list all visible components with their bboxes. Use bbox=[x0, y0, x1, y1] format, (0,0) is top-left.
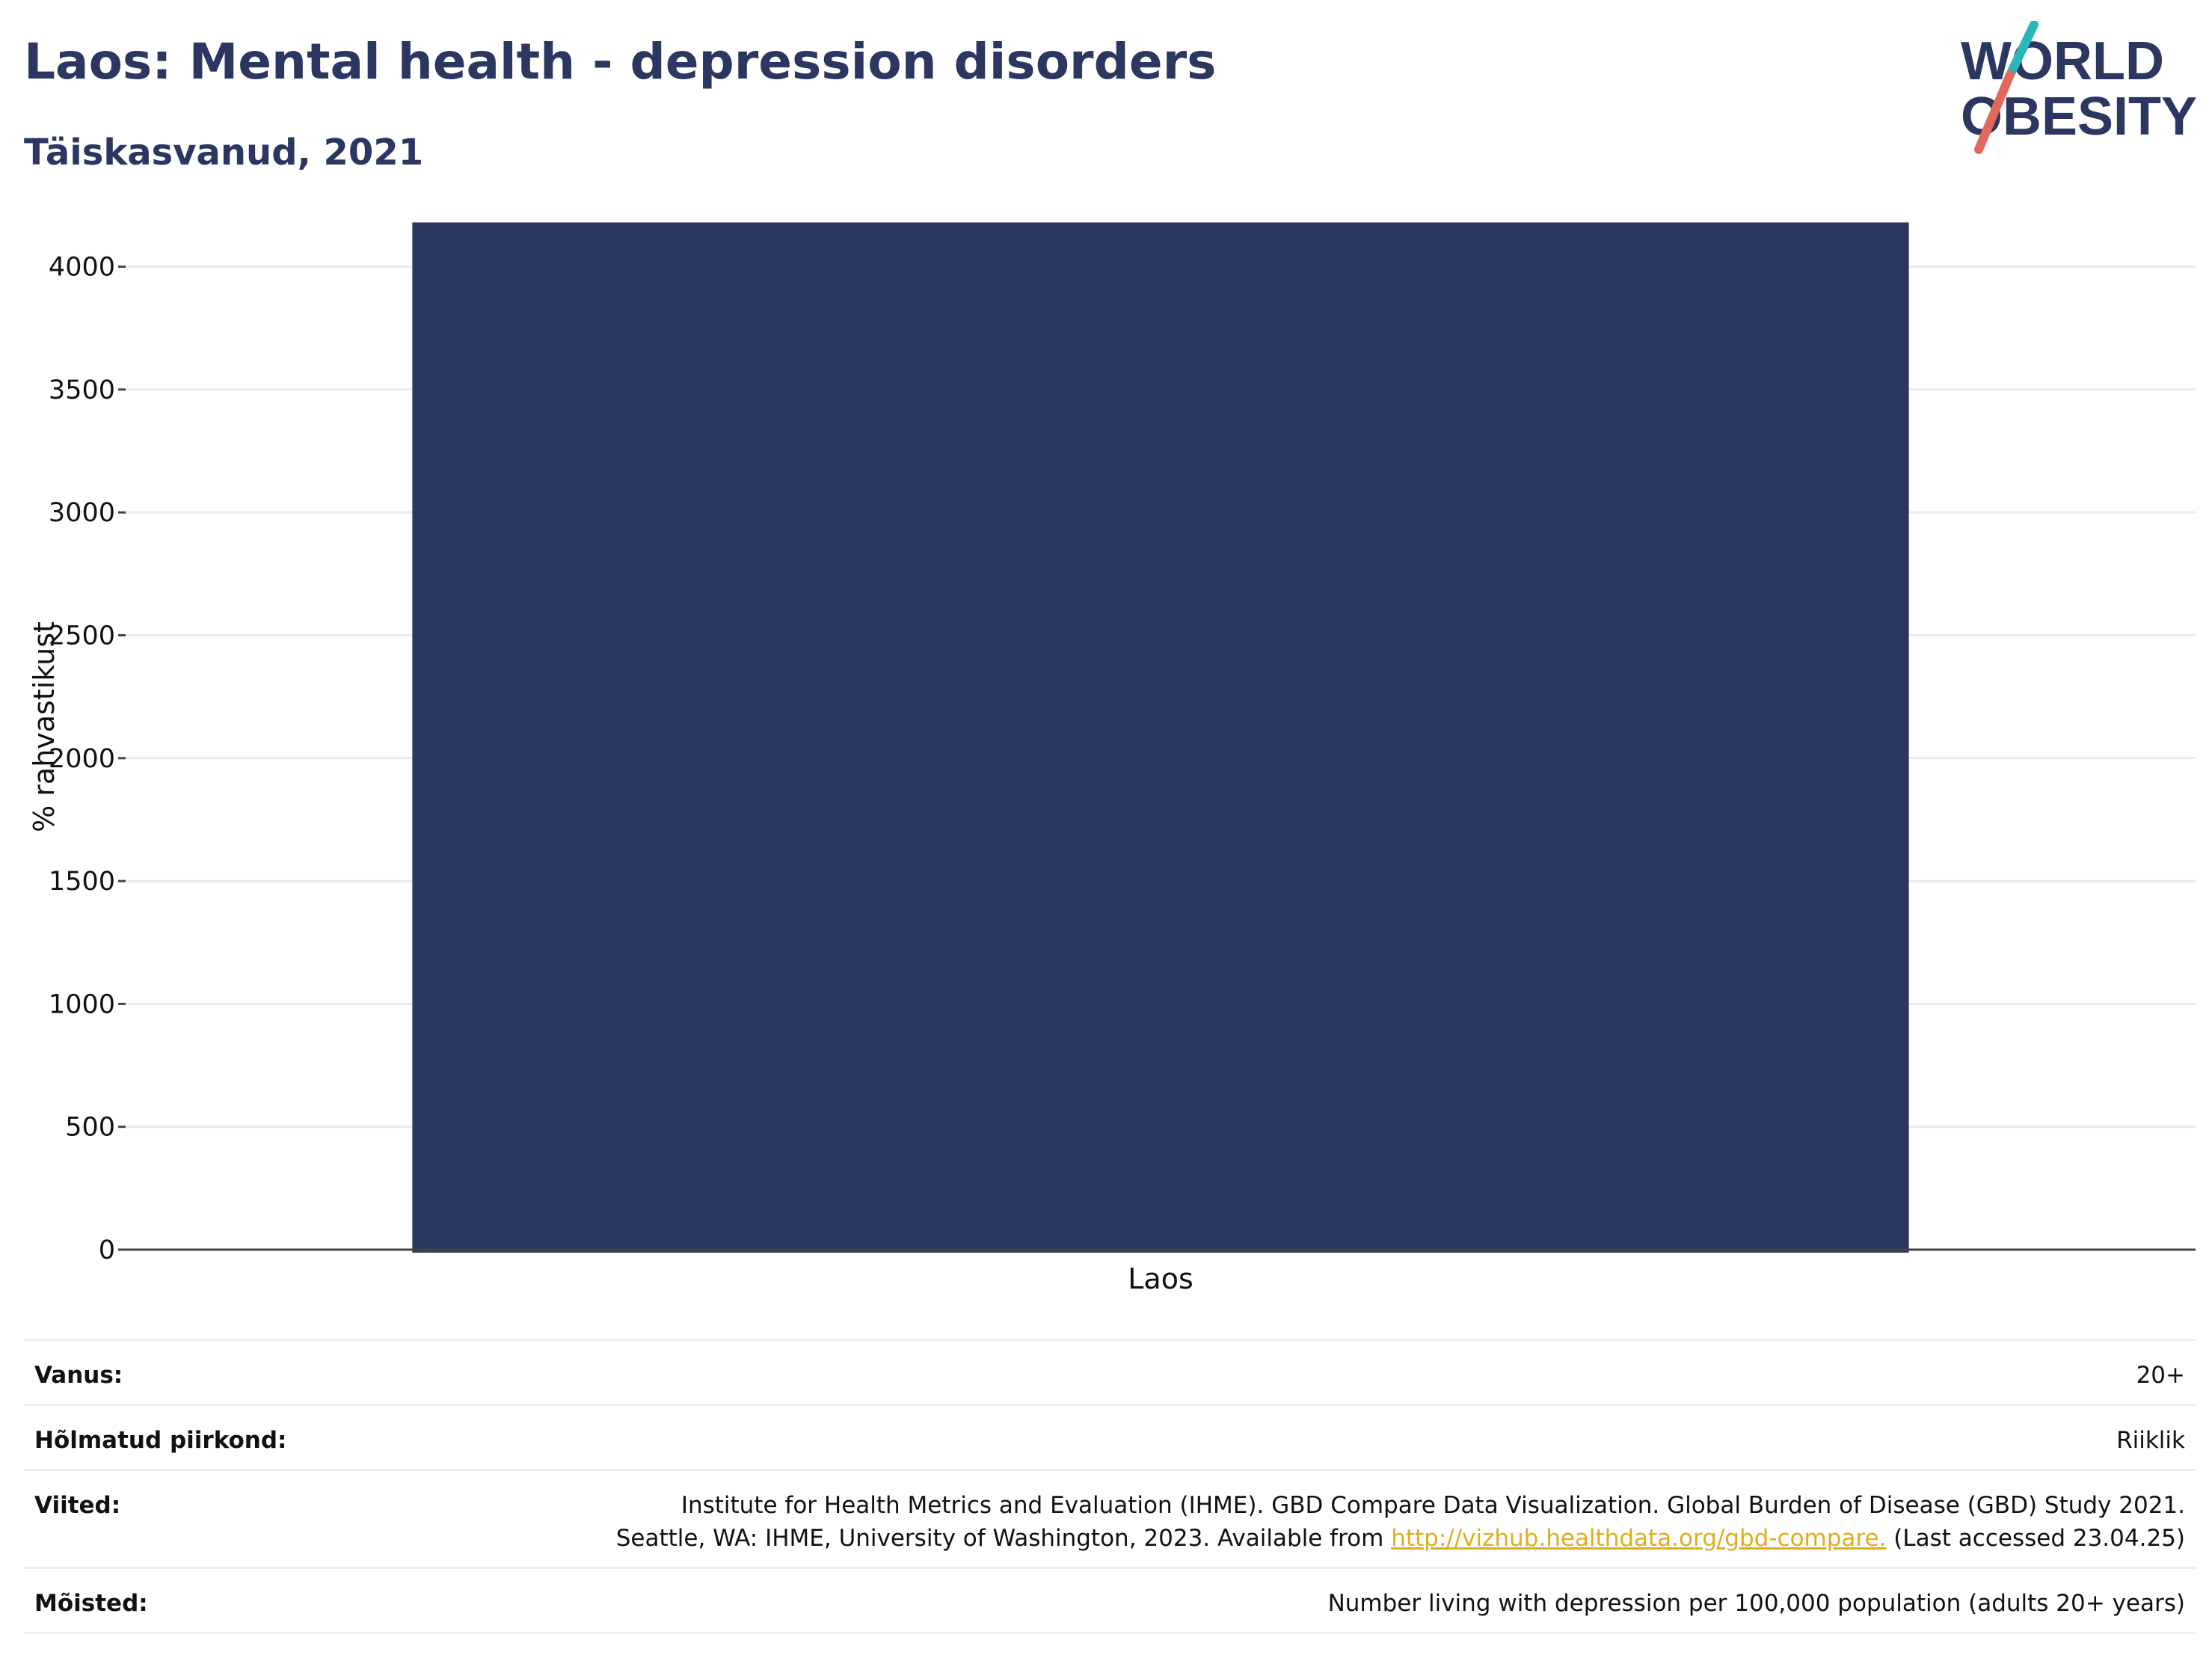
reference-link[interactable]: http://vizhub.healthdata.org/gbd-compare… bbox=[1391, 1525, 1887, 1552]
meta-label: Mõisted: bbox=[34, 1590, 148, 1617]
chart-title: Laos: Mental health - depression disorde… bbox=[24, 33, 1217, 90]
meta-value: Institute for Health Metrics and Evaluat… bbox=[616, 1489, 2185, 1555]
y-tick-label: 3500 bbox=[49, 375, 115, 405]
meta-value: 20+ bbox=[2136, 1362, 2185, 1389]
meta-label: Viited: bbox=[34, 1492, 121, 1519]
reference-line-2-end: (Last accessed 23.04.25) bbox=[1886, 1525, 2185, 1552]
chart-subtitle: Täiskasvanud, 2021 bbox=[24, 132, 424, 174]
y-tick-label: 3000 bbox=[49, 498, 115, 528]
logo-slash-top bbox=[2006, 21, 2039, 79]
metadata-table: Vanus: 20+ Hõlmatud piirkond: Riiklik Vi… bbox=[24, 1339, 2196, 1634]
meta-row-references: Viited: Institute for Health Metrics and… bbox=[24, 1469, 2196, 1567]
y-tick-label: 4000 bbox=[49, 253, 115, 283]
meta-value: Riiklik bbox=[2116, 1427, 2185, 1454]
bar[interactable] bbox=[412, 222, 1909, 1253]
y-tick-label: 0 bbox=[99, 1235, 115, 1265]
world-obesity-logo: WORLD OBESITY bbox=[1961, 21, 2197, 154]
y-tick-label: 2000 bbox=[49, 744, 115, 774]
y-tick-label: 1500 bbox=[49, 867, 115, 897]
meta-label: Hõlmatud piirkond: bbox=[34, 1427, 287, 1454]
y-axis-title: % rahvastikust bbox=[28, 621, 61, 832]
meta-row-age: Vanus: 20+ bbox=[24, 1339, 2196, 1404]
bar-chart: 0 500 1000 1500 2000 2500 3000 3500 4000 Laos % … bbox=[28, 222, 2196, 1295]
y-tick-label: 1000 bbox=[49, 989, 115, 1019]
logo-slash-bottom bbox=[1974, 70, 2015, 154]
reference-line-2-start: Seattle, WA: IHME, University of Washing… bbox=[615, 1525, 1392, 1552]
bars bbox=[412, 222, 1909, 1253]
x-tick-label: Laos bbox=[1128, 1262, 1193, 1295]
x-tick-labels: Laos bbox=[1128, 1262, 1193, 1295]
meta-row-coverage: Hõlmatud piirkond: Riiklik bbox=[24, 1404, 2196, 1469]
logo-text-world: WORLD bbox=[1961, 31, 2164, 91]
meta-value: Number living with depression per 100,00… bbox=[1327, 1590, 2185, 1617]
reference-line-1: Institute for Health Metrics and Evaluat… bbox=[681, 1492, 2185, 1519]
meta-row-definitions: Mõisted: Number living with depression p… bbox=[24, 1567, 2196, 1634]
y-tick-labels: 0 500 1000 1500 2000 2500 3000 3500 4000 bbox=[49, 253, 126, 1265]
meta-label: Vanus: bbox=[34, 1362, 123, 1389]
y-tick-label: 2500 bbox=[49, 621, 115, 651]
y-tick-label: 500 bbox=[65, 1113, 115, 1143]
